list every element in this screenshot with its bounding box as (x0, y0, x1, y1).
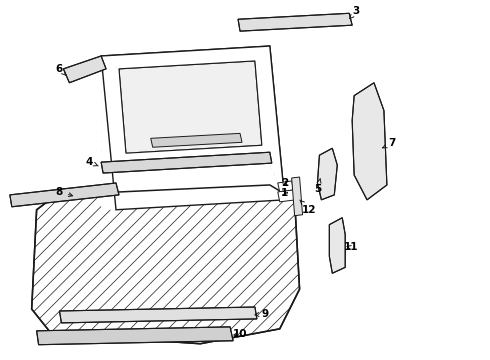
Polygon shape (101, 152, 272, 173)
Polygon shape (318, 148, 337, 200)
Polygon shape (329, 218, 345, 273)
Text: 2: 2 (281, 178, 288, 188)
Text: 12: 12 (300, 200, 317, 215)
Polygon shape (63, 56, 106, 83)
Text: 8: 8 (56, 187, 73, 197)
Text: 9: 9 (255, 309, 269, 319)
Polygon shape (10, 183, 119, 207)
Polygon shape (278, 181, 294, 192)
Polygon shape (37, 327, 233, 345)
Text: 1: 1 (281, 188, 288, 198)
Polygon shape (101, 56, 126, 210)
Polygon shape (59, 307, 257, 323)
Polygon shape (255, 46, 285, 200)
Text: 3: 3 (350, 6, 360, 19)
Text: 11: 11 (344, 243, 358, 252)
Text: 7: 7 (383, 138, 395, 148)
Polygon shape (352, 83, 387, 200)
Polygon shape (101, 46, 270, 69)
Polygon shape (151, 133, 242, 147)
Polygon shape (32, 185, 299, 344)
Polygon shape (101, 46, 285, 210)
Polygon shape (278, 190, 295, 202)
Text: 5: 5 (314, 179, 321, 194)
Polygon shape (116, 145, 285, 210)
Polygon shape (292, 177, 302, 216)
Polygon shape (119, 61, 262, 153)
Text: 4: 4 (86, 157, 98, 167)
Text: 10: 10 (233, 329, 247, 339)
Text: 6: 6 (56, 64, 66, 75)
Polygon shape (238, 13, 352, 31)
